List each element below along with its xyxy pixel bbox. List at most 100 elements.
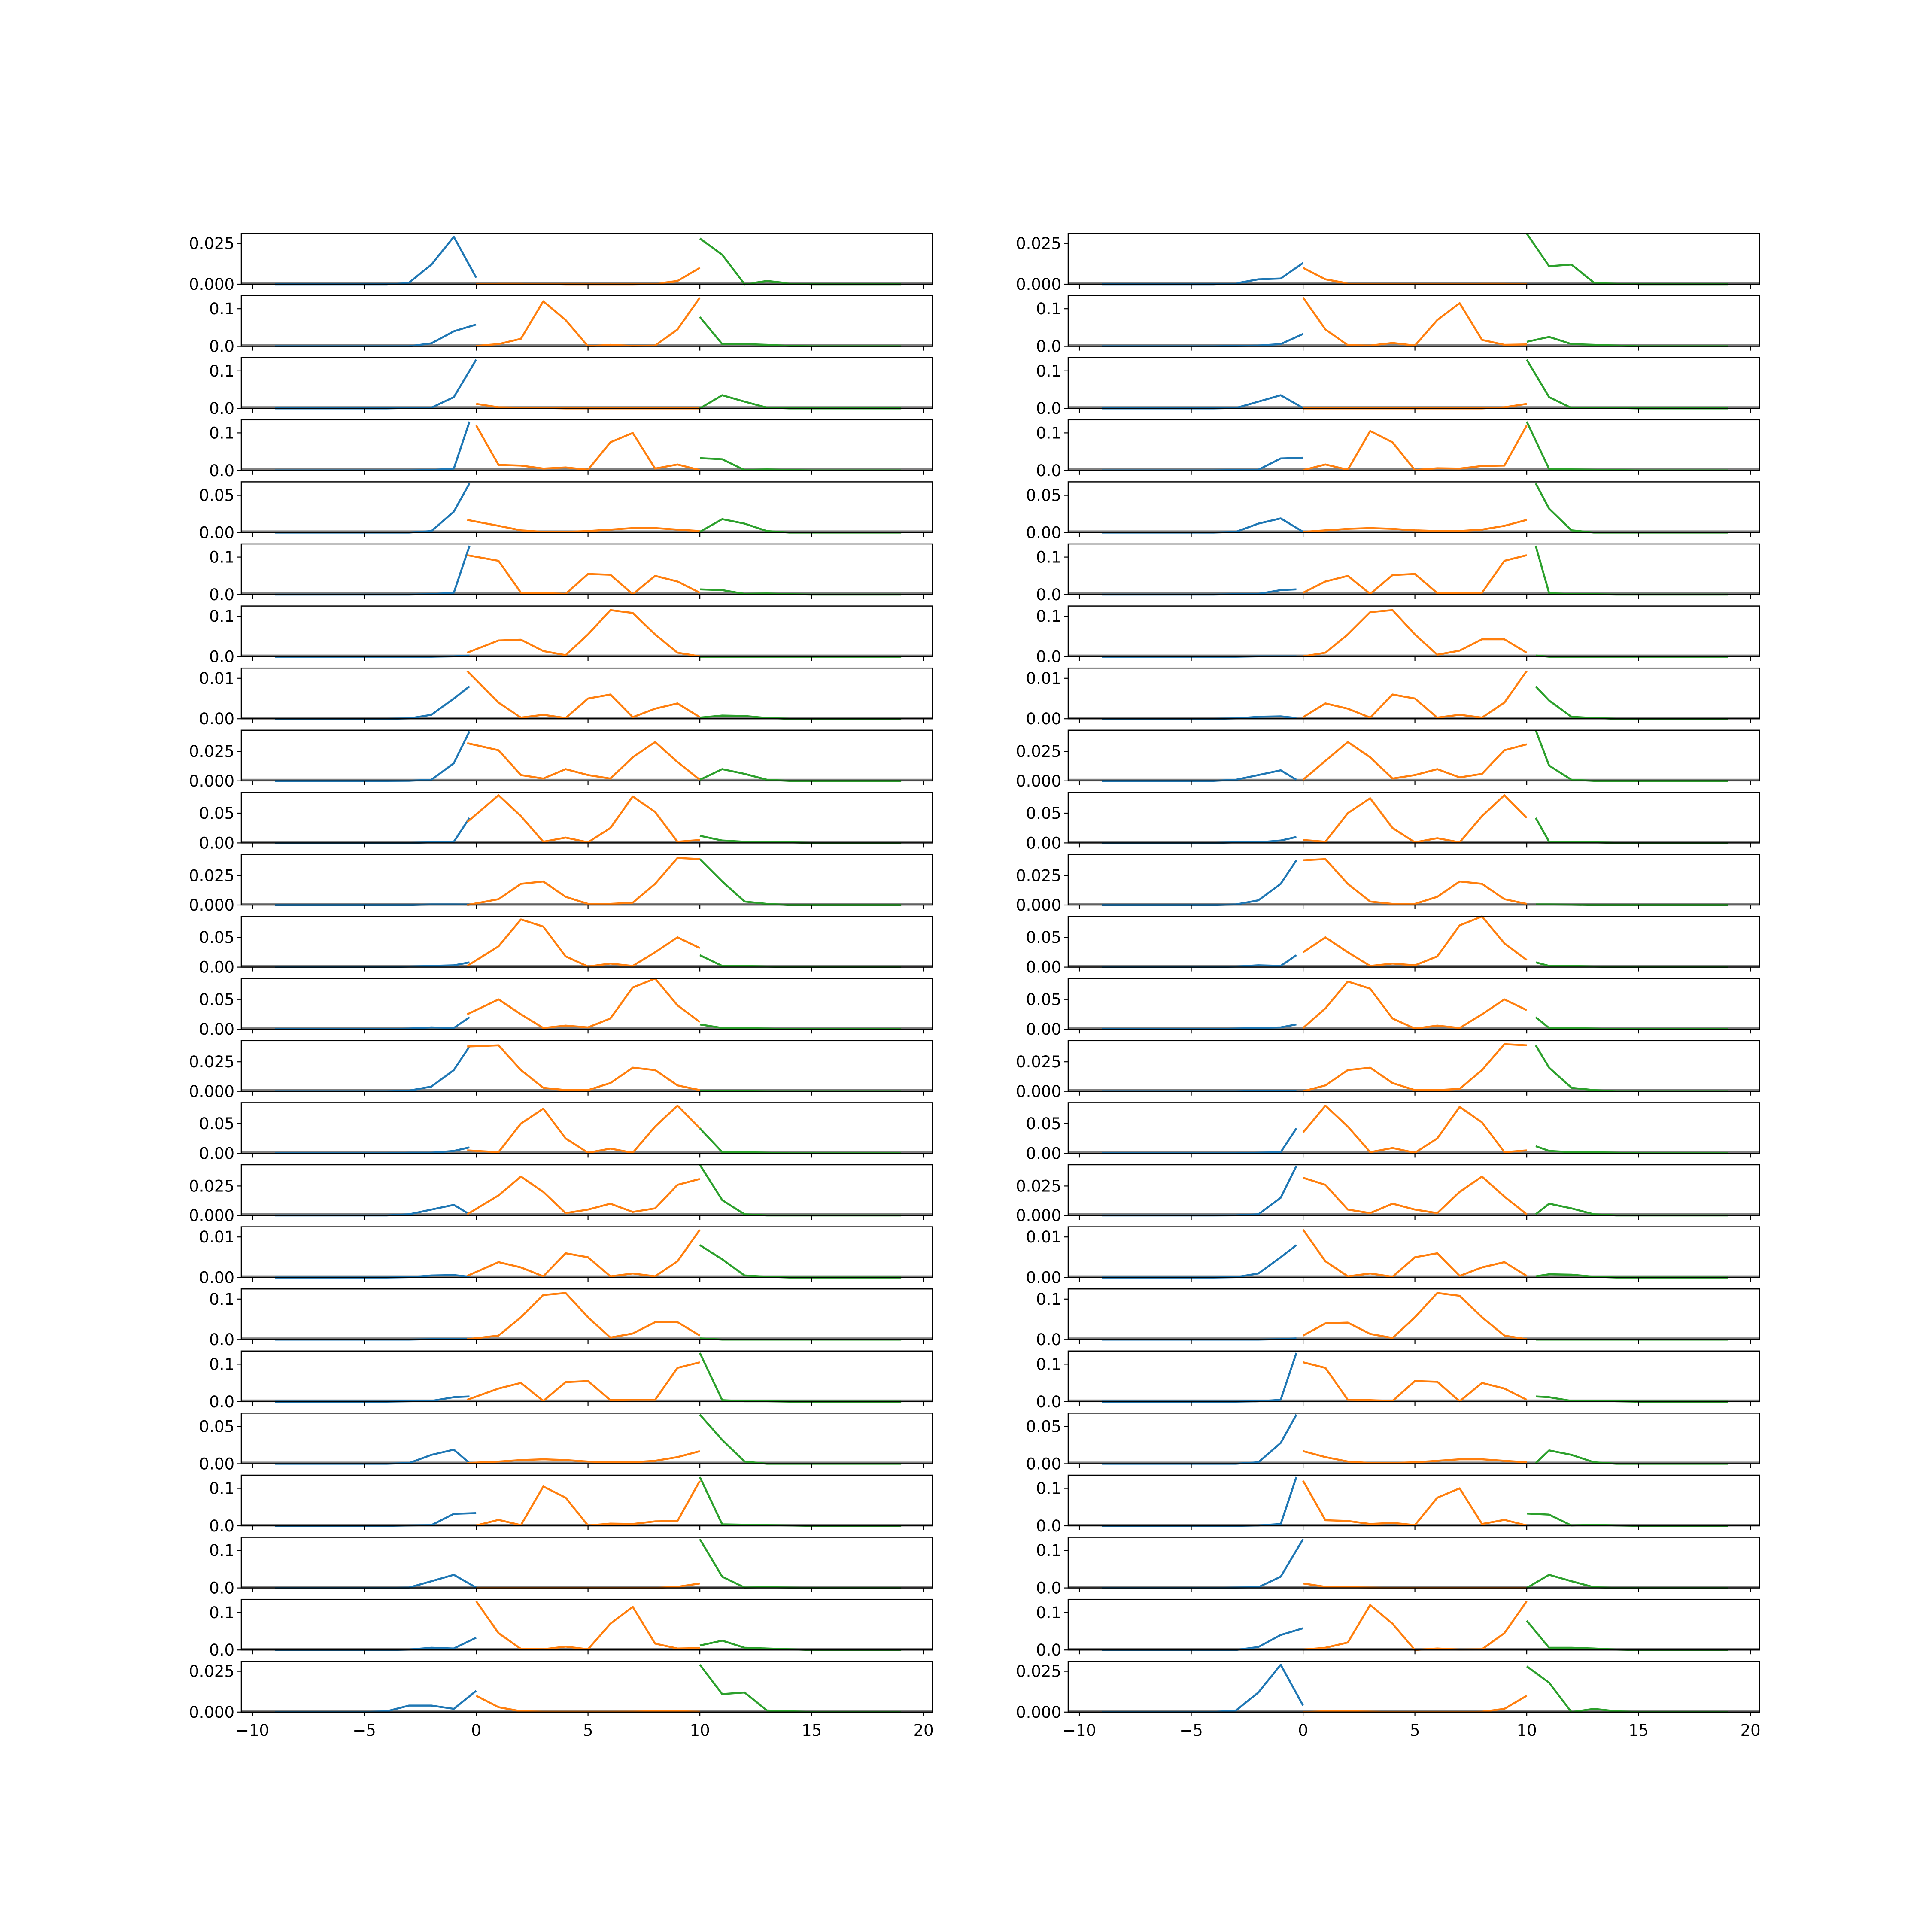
axes-frame — [1067, 667, 1760, 720]
series-line-c — [1526, 1620, 1728, 1651]
panel: 0.00 0.05 — [1026, 978, 1760, 1039]
series-line-c — [1535, 817, 1728, 844]
series-line-c — [699, 316, 902, 347]
series-line-b — [1303, 403, 1527, 410]
zero-baseline — [241, 1213, 933, 1215]
series-line-b — [1303, 1292, 1527, 1340]
y-tick-label: 0.00 — [199, 1144, 234, 1163]
x-tick-label: −5 — [352, 1721, 376, 1740]
axes-frame — [1067, 916, 1760, 968]
y-tick-label: 0.01 — [199, 669, 234, 688]
y-tick-label: 0.05 — [1026, 1418, 1061, 1436]
series-line-a — [1102, 1627, 1303, 1651]
series-line-c — [1526, 233, 1728, 286]
series-line-b — [1302, 1229, 1528, 1278]
y-tick-label: 0.0 — [209, 1393, 234, 1411]
y-tick-label: 0.025 — [189, 1662, 234, 1681]
series-line-a — [1102, 1127, 1297, 1154]
x-tick-label: 5 — [583, 1721, 593, 1740]
x-tick-label: 20 — [914, 1721, 934, 1740]
y-tick-label: 0.00 — [1026, 1020, 1061, 1039]
series-line-a — [275, 1046, 471, 1093]
series-line-b — [467, 1105, 701, 1154]
series-line-c — [699, 1414, 902, 1465]
y-tick-label: 0.05 — [1026, 1115, 1061, 1133]
y-tick-label: 0.01 — [1026, 1228, 1061, 1246]
series-line-a — [1102, 1414, 1297, 1465]
series-line-a — [275, 323, 477, 347]
y-tick-label: 0.025 — [1016, 234, 1061, 253]
panel: 0.00 0.05 — [1026, 792, 1760, 852]
axes-frame — [1067, 1474, 1760, 1527]
axes-frame — [240, 1598, 933, 1651]
axes-frame — [1067, 481, 1760, 533]
series-line-a — [275, 236, 477, 286]
series-line-a — [275, 961, 470, 968]
zero-baseline — [241, 1586, 933, 1588]
x-tick-label: 0 — [1298, 1721, 1308, 1740]
panel: 0.000 0.025 — [1016, 1040, 1760, 1101]
series-line-b — [1303, 1695, 1528, 1713]
y-tick-label: 0.1 — [209, 362, 234, 380]
axes-frame — [240, 978, 933, 1030]
y-tick-label: 0.1 — [1036, 300, 1061, 318]
series-line-c — [699, 1538, 902, 1589]
y-tick-label: 0.025 — [189, 742, 234, 761]
series-line-c — [1535, 483, 1728, 534]
zero-baseline — [241, 1337, 933, 1340]
y-tick-label: 0.025 — [189, 866, 234, 885]
panel: 0.0 0.1 — [1036, 419, 1760, 480]
panel: 0.000 0.025 — [189, 233, 933, 294]
x-tick-label: 10 — [1517, 1721, 1537, 1740]
series-line-b — [467, 741, 701, 781]
panel: 0.00 0.05 — [199, 1413, 933, 1473]
axes-frame — [240, 854, 933, 906]
y-tick-label: 0.0 — [209, 1517, 234, 1535]
zero-baseline — [241, 1275, 933, 1278]
axes-frame — [240, 1288, 933, 1340]
zero-baseline — [1068, 530, 1759, 533]
y-tick-label: 0.05 — [1026, 990, 1061, 1009]
zero-baseline — [241, 778, 933, 781]
y-tick-label: 0.025 — [189, 234, 234, 253]
series-line-c — [1535, 961, 1728, 968]
x-tick-label: 5 — [1410, 1721, 1420, 1740]
panel: 0.0 0.1 — [1036, 1598, 1760, 1659]
series-line-b — [467, 1229, 701, 1278]
y-tick-label: 0.00 — [199, 1455, 234, 1473]
series-line-b — [1303, 1601, 1528, 1651]
axes-frame — [1067, 729, 1760, 782]
series-line-b — [476, 267, 701, 286]
y-tick-label: 0.0 — [209, 399, 234, 418]
y-tick-label: 0.0 — [209, 1579, 234, 1598]
panel: 0.000 0.025 — [1016, 729, 1760, 790]
panel: 0.0 0.1 — [209, 1350, 933, 1411]
y-tick-label: 0.1 — [1036, 548, 1061, 567]
y-tick-label: 0.1 — [209, 1290, 234, 1309]
panel: 0.00 0.01 — [1026, 667, 1760, 728]
y-tick-label: 0.05 — [199, 990, 234, 1009]
panel: 0.00 0.05 — [199, 792, 933, 852]
y-tick-label: 0.1 — [209, 1355, 234, 1373]
panel: 0.00 0.05 — [199, 977, 933, 1039]
series-line-b — [1303, 1176, 1528, 1215]
series-line-a — [275, 359, 477, 410]
y-tick-label: 0.000 — [189, 772, 234, 790]
series-line-b — [467, 1292, 701, 1340]
zero-baseline — [241, 592, 933, 595]
series-line-b — [475, 1601, 700, 1650]
series-line-b — [467, 857, 700, 906]
series-line-c — [699, 1476, 902, 1527]
panel: 0.000 0.025 — [189, 854, 933, 914]
axes-frame — [1067, 543, 1760, 595]
series-line-a — [275, 1690, 477, 1713]
axes-frame — [240, 481, 933, 533]
axes-frame — [1067, 605, 1760, 657]
series-line-c — [1535, 1045, 1728, 1093]
zero-baseline — [1068, 1399, 1759, 1402]
zero-baseline — [1068, 654, 1759, 657]
y-tick-label: 0.00 — [1026, 710, 1061, 728]
x-tick-label: 20 — [1741, 1721, 1761, 1740]
axes-frame — [1067, 419, 1760, 471]
y-tick-label: 0.00 — [1026, 523, 1061, 542]
